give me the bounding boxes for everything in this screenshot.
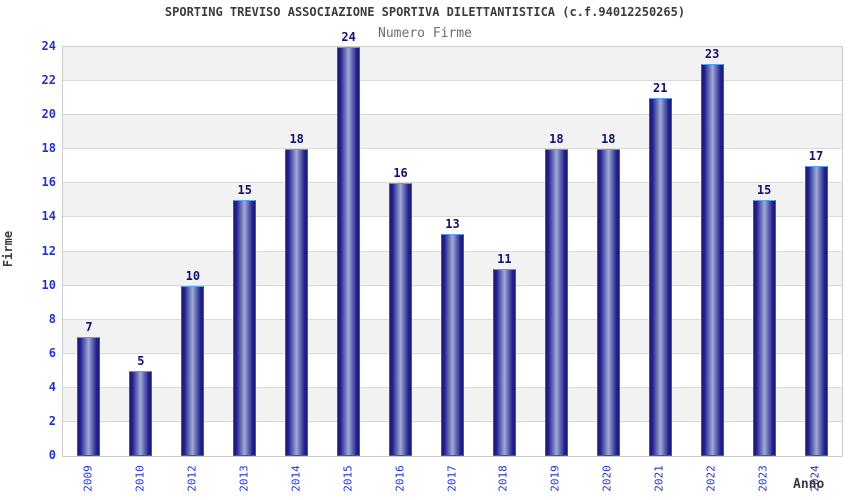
y-tick-12: 12 xyxy=(41,243,56,258)
x-axis-label: Anno xyxy=(793,477,825,492)
x-tick-2012: 2012 xyxy=(185,465,199,492)
bar-value-label: 5 xyxy=(137,353,145,368)
gridline xyxy=(63,182,842,184)
x-tick-2014: 2014 xyxy=(289,465,303,492)
bar-2010 xyxy=(129,370,153,456)
y-tick-22: 22 xyxy=(41,73,56,88)
bar-2017 xyxy=(441,234,464,456)
x-tick-2022: 2022 xyxy=(704,465,718,492)
x-tick-2009: 2009 xyxy=(81,465,95,492)
bar-2019 xyxy=(544,149,568,456)
chart-subtitle: Numero Firme xyxy=(378,26,472,41)
x-tick-2016: 2016 xyxy=(393,465,407,492)
x-tick-2020: 2020 xyxy=(600,465,614,492)
y-tick-14: 14 xyxy=(41,209,56,224)
bar-value-label: 10 xyxy=(185,268,201,283)
y-tick-18: 18 xyxy=(41,141,56,156)
bar-value-label: 15 xyxy=(237,183,252,198)
y-tick-6: 6 xyxy=(48,345,56,360)
bar-value-label: 21 xyxy=(652,81,668,96)
bar-value-label: 11 xyxy=(497,251,512,266)
bar-2023 xyxy=(752,200,776,456)
y-tick-4: 4 xyxy=(48,379,56,394)
gridline xyxy=(63,148,842,150)
bar-2020 xyxy=(596,149,620,456)
plot-area: 7 5 10 15 18 24 16 13 11 18 18 21 23 15 17 xyxy=(62,30,843,457)
bar-2013 xyxy=(233,200,257,456)
chart-title: SPORTING TREVISO ASSOCIAZIONE SPORTIVA D… xyxy=(164,5,686,19)
bar-value-label: 13 xyxy=(445,217,460,232)
y-tick-24: 24 xyxy=(41,39,56,53)
bar-2014 xyxy=(285,149,309,456)
x-tick-2018: 2018 xyxy=(496,465,510,492)
y-tick-8: 8 xyxy=(48,311,56,326)
bar-value-label: 18 xyxy=(549,132,564,147)
bar-2016 xyxy=(389,183,413,456)
bar-value-label: 16 xyxy=(393,166,408,181)
bar-2024 xyxy=(804,166,828,456)
x-tick-2023: 2023 xyxy=(756,465,770,492)
bar-value-label: 15 xyxy=(756,183,772,198)
x-tick-2013: 2013 xyxy=(237,465,251,492)
plot-band xyxy=(63,183,842,218)
y-tick-0: 0 xyxy=(48,448,56,462)
y-tick-10: 10 xyxy=(41,277,56,292)
bar-2015 xyxy=(337,47,361,456)
gridline xyxy=(63,80,842,82)
y-tick-20: 20 xyxy=(41,107,56,122)
x-tick-2021: 2021 xyxy=(652,465,666,492)
x-tick-2019: 2019 xyxy=(548,465,562,492)
bar-value-label: 18 xyxy=(601,132,616,147)
gridline xyxy=(63,114,842,116)
bar-2021 xyxy=(648,98,672,456)
x-tick-2010: 2010 xyxy=(133,465,147,492)
bar-value-label: 17 xyxy=(808,149,824,164)
x-tick-2015: 2015 xyxy=(341,465,355,492)
bar-2022 xyxy=(700,64,724,456)
bar-value-label: 23 xyxy=(704,47,720,62)
bar-2018 xyxy=(492,268,516,456)
gridline xyxy=(63,216,842,218)
bar-value-label: 18 xyxy=(289,132,304,147)
x-tick-2017: 2017 xyxy=(445,465,458,492)
y-tick-16: 16 xyxy=(41,175,56,190)
y-tick-2: 2 xyxy=(48,413,56,428)
bar-2009 xyxy=(77,336,101,456)
bar-value-label: 7 xyxy=(85,319,93,334)
plot-band xyxy=(63,149,842,184)
plot-band xyxy=(63,81,842,116)
bar-2012 xyxy=(181,285,205,456)
plot-band xyxy=(63,115,842,150)
bar-value-label: 24 xyxy=(341,30,356,44)
